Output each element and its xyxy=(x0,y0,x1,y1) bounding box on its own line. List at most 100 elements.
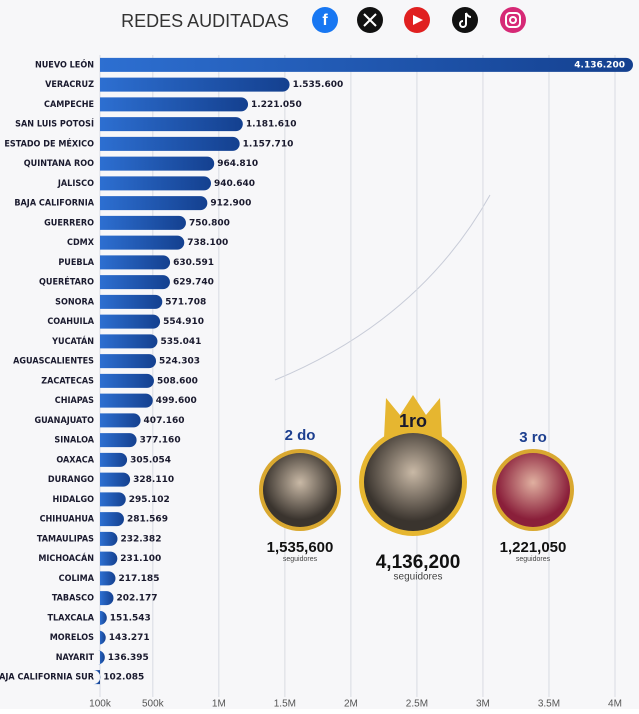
bar xyxy=(100,354,156,368)
value-label: 328.110 xyxy=(133,475,174,485)
value-label: 151.543 xyxy=(110,613,151,623)
rank: 3 ro xyxy=(519,429,547,446)
y-tick-label: TABASCO xyxy=(52,594,94,604)
value-label: 629.740 xyxy=(173,278,214,288)
value-label: 940.640 xyxy=(214,179,255,189)
chart-title: REDES AUDITADAS xyxy=(121,11,289,31)
value-label: 407.160 xyxy=(144,416,185,426)
y-tick-label: SONORA xyxy=(55,297,95,307)
bar xyxy=(100,295,162,309)
y-tick-label: BAJA CALIFORNIA SUR xyxy=(0,673,95,683)
bar xyxy=(100,97,248,111)
y-tick-label: CHIAPAS xyxy=(55,396,94,406)
y-tick-label: NAYARIT xyxy=(56,653,95,663)
value-label: 4.136.200 xyxy=(574,60,625,70)
value-label: 1.535.600 xyxy=(293,80,344,90)
y-tick-label: QUERÉTARO xyxy=(39,276,94,288)
y-tick-label: PUEBLA xyxy=(58,258,94,268)
x-tick-label: 1.5M xyxy=(274,699,296,709)
bar xyxy=(100,275,170,289)
x-tick-label: 1M xyxy=(212,699,226,709)
unit: seguidores xyxy=(516,556,551,563)
bar xyxy=(100,433,137,447)
y-tick-label: OAXACA xyxy=(56,455,94,465)
x-tick-label: 500k xyxy=(142,699,165,709)
value-label: 750.800 xyxy=(189,218,230,228)
y-tick-label: VERACRUZ xyxy=(45,80,94,90)
y-tick-label: ESTADO DE MÉXICO xyxy=(4,137,94,149)
x-tick-label: 2M xyxy=(344,699,358,709)
y-tick-label: GUERRERO xyxy=(44,218,94,228)
x-tick-label: 3M xyxy=(476,699,490,709)
y-tick-label: HIDALGO xyxy=(53,495,95,505)
value-label: 524.303 xyxy=(159,357,200,367)
y-tick-label: TAMAULIPAS xyxy=(37,534,94,544)
unit: seguidores xyxy=(283,556,318,563)
bar xyxy=(100,591,113,605)
y-tick-label: QUINTANA ROO xyxy=(24,159,94,169)
x-tick-label: 100k xyxy=(89,699,112,709)
value-label: 231.100 xyxy=(120,554,161,564)
y-tick-label: CHIHUAHUA xyxy=(40,515,95,525)
value-label: 571.708 xyxy=(165,297,206,307)
bar xyxy=(100,571,115,585)
value-label: 964.810 xyxy=(217,159,258,169)
y-tick-label: NUEVO LEÓN xyxy=(35,58,94,70)
x-tick-label: 2.5M xyxy=(406,699,428,709)
y-tick-label: COLIMA xyxy=(59,574,95,584)
y-tick-label: GUANAJUATO xyxy=(34,416,94,426)
x-tick-label: 3.5M xyxy=(538,699,560,709)
bar xyxy=(100,473,130,487)
y-tick-label: MICHOACÁN xyxy=(38,552,94,564)
background xyxy=(0,0,639,709)
value-label: 535.041 xyxy=(160,337,201,347)
value-label: 1.157.710 xyxy=(243,139,294,149)
bar xyxy=(100,157,214,171)
bar xyxy=(100,413,141,427)
rank: 1ro xyxy=(399,411,427,431)
value-label: 554.910 xyxy=(163,317,204,327)
bar xyxy=(100,374,154,388)
bar xyxy=(100,512,124,526)
bar xyxy=(100,255,170,269)
y-tick-label: BAJA CALIFORNIA xyxy=(14,199,94,209)
value-label: 305.054 xyxy=(130,455,171,465)
bar xyxy=(100,58,633,72)
bar xyxy=(100,532,117,546)
bar xyxy=(100,394,153,408)
bar xyxy=(100,78,290,92)
value-label: 202.177 xyxy=(116,594,157,604)
y-tick-label: JALISCO xyxy=(57,179,94,189)
value-label: 1.221.050 xyxy=(251,100,302,110)
bar xyxy=(100,552,117,566)
value-label: 912.900 xyxy=(210,199,251,209)
value-label: 217.185 xyxy=(118,574,159,584)
y-tick-label: SINALOA xyxy=(54,436,94,446)
value-label: 630.591 xyxy=(173,258,214,268)
value-label: 232.382 xyxy=(120,534,161,544)
bar xyxy=(100,196,207,210)
y-tick-label: ZACATECAS xyxy=(41,376,94,386)
bar xyxy=(100,334,157,348)
value-label: 1.181.610 xyxy=(246,120,297,130)
rank: 2 do xyxy=(285,427,316,444)
value-label: 102.085 xyxy=(103,673,144,683)
y-tick-label: SAN LUIS POTOSÍ xyxy=(15,118,94,130)
bar xyxy=(100,236,184,250)
bar xyxy=(100,315,160,329)
bar xyxy=(100,492,126,506)
total: 4,136,200 xyxy=(376,552,461,573)
y-tick-label: AGUASCALIENTES xyxy=(13,357,94,367)
svg-text:f: f xyxy=(322,12,328,29)
value-label: 738.100 xyxy=(187,238,228,248)
chart: REDES AUDITADAS f NUEVO LEÓN 4.136.200 VER… xyxy=(0,0,639,709)
y-tick-label: MORELOS xyxy=(50,633,94,643)
bar xyxy=(100,216,186,230)
total: 1,535,600 xyxy=(267,539,334,556)
value-label: 281.569 xyxy=(127,515,168,525)
value-label: 143.271 xyxy=(109,633,150,643)
value-label: 508.600 xyxy=(157,376,198,386)
y-tick-label: YUCATÁN xyxy=(51,335,94,347)
value-label: 377.160 xyxy=(140,436,181,446)
y-tick-label: CAMPECHE xyxy=(44,100,94,110)
